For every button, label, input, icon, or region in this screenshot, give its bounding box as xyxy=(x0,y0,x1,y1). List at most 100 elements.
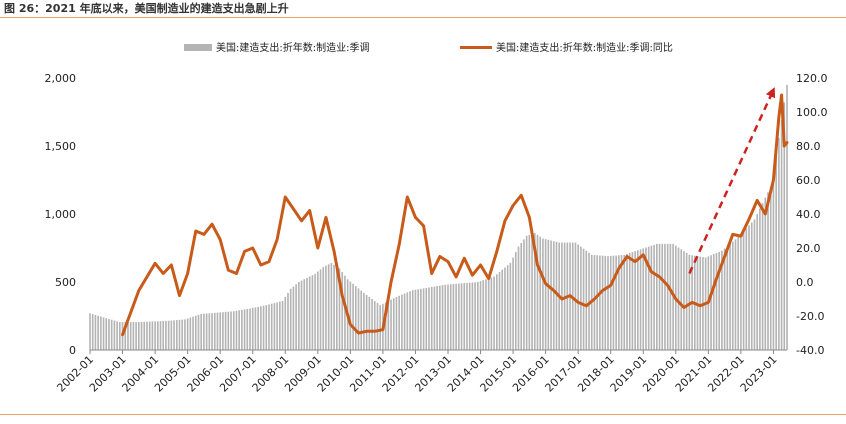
bar xyxy=(463,283,466,350)
y-right-tick-label: 40.0 xyxy=(796,208,821,221)
bar xyxy=(466,282,468,350)
bar xyxy=(504,267,506,350)
bar xyxy=(767,192,769,350)
bar xyxy=(395,296,398,350)
bar xyxy=(555,241,558,350)
bar xyxy=(585,250,588,350)
bar xyxy=(783,102,786,350)
bar xyxy=(428,287,430,350)
bar xyxy=(279,301,281,350)
bar xyxy=(547,239,550,350)
bar xyxy=(628,252,631,350)
bar xyxy=(392,298,395,350)
bar xyxy=(533,233,536,350)
bar xyxy=(623,254,626,350)
bar xyxy=(645,247,647,350)
bar xyxy=(460,283,463,350)
bar xyxy=(292,286,295,350)
bar xyxy=(552,241,555,350)
bar xyxy=(745,228,748,350)
bar xyxy=(135,322,137,350)
bar xyxy=(485,279,487,350)
bar xyxy=(390,299,392,350)
bar xyxy=(376,303,379,350)
bar xyxy=(737,237,739,350)
yoy-line xyxy=(121,93,789,337)
y-axis-left: 0 500 1,000 1,500 2,000 xyxy=(45,72,77,357)
bar xyxy=(379,305,382,350)
bar xyxy=(224,311,227,350)
bar xyxy=(308,276,311,350)
bar xyxy=(634,251,636,350)
bar xyxy=(268,304,270,350)
bar xyxy=(254,307,257,350)
bar xyxy=(352,283,354,350)
bar xyxy=(658,243,661,350)
y-right-tick-label: 100.0 xyxy=(796,106,828,119)
legend-label-line: 美国:建造支出:折年数:制造业:季调:同比 xyxy=(496,41,673,54)
bar xyxy=(577,244,579,350)
bar xyxy=(449,284,452,350)
bar xyxy=(173,320,175,350)
x-tick-label: 2023-01 xyxy=(738,353,780,395)
bar xyxy=(601,255,604,350)
bar xyxy=(317,271,319,350)
bar xyxy=(303,279,306,350)
bar xyxy=(498,272,501,350)
bar xyxy=(528,234,531,350)
bar xyxy=(260,306,262,350)
line-series xyxy=(121,93,789,337)
bar xyxy=(759,208,761,350)
bar xyxy=(287,292,289,350)
bar xyxy=(726,246,729,350)
bar xyxy=(582,248,585,350)
bar xyxy=(189,317,192,350)
bar xyxy=(433,286,436,350)
bar xyxy=(140,321,143,350)
bar xyxy=(452,284,455,350)
bar xyxy=(91,314,94,350)
bar xyxy=(544,239,547,350)
bar xyxy=(666,243,669,350)
bar xyxy=(458,283,460,350)
bar xyxy=(213,312,216,350)
bar xyxy=(615,255,617,350)
bar xyxy=(477,282,479,350)
bar xyxy=(669,243,672,350)
bar xyxy=(487,278,490,350)
bar xyxy=(531,233,533,350)
bar xyxy=(270,303,273,350)
bar xyxy=(471,282,474,350)
bar xyxy=(710,255,712,350)
y-right-tick-label: -40.0 xyxy=(796,344,824,357)
bar xyxy=(349,281,352,350)
y-right-tick-label: 0.0 xyxy=(796,276,814,289)
bar xyxy=(653,244,655,350)
bar xyxy=(479,281,482,350)
bar xyxy=(241,309,243,350)
bar xyxy=(764,197,767,350)
bar xyxy=(718,251,721,350)
bar xyxy=(284,296,287,350)
bar xyxy=(574,242,577,350)
bar xyxy=(411,290,414,350)
bar xyxy=(422,288,425,350)
bar xyxy=(683,251,685,350)
bar xyxy=(156,321,159,350)
bar xyxy=(94,314,97,350)
bar xyxy=(338,268,341,350)
bar xyxy=(119,322,121,350)
bar xyxy=(148,321,151,350)
bar xyxy=(365,294,368,350)
bar xyxy=(200,313,203,350)
legend-swatch-bar xyxy=(184,44,212,51)
bar xyxy=(786,84,788,351)
bar xyxy=(129,322,132,350)
bar xyxy=(113,320,116,350)
bar xyxy=(406,292,409,350)
bar xyxy=(219,312,221,350)
bar xyxy=(203,313,205,350)
bar xyxy=(699,256,702,350)
bar xyxy=(740,234,742,350)
